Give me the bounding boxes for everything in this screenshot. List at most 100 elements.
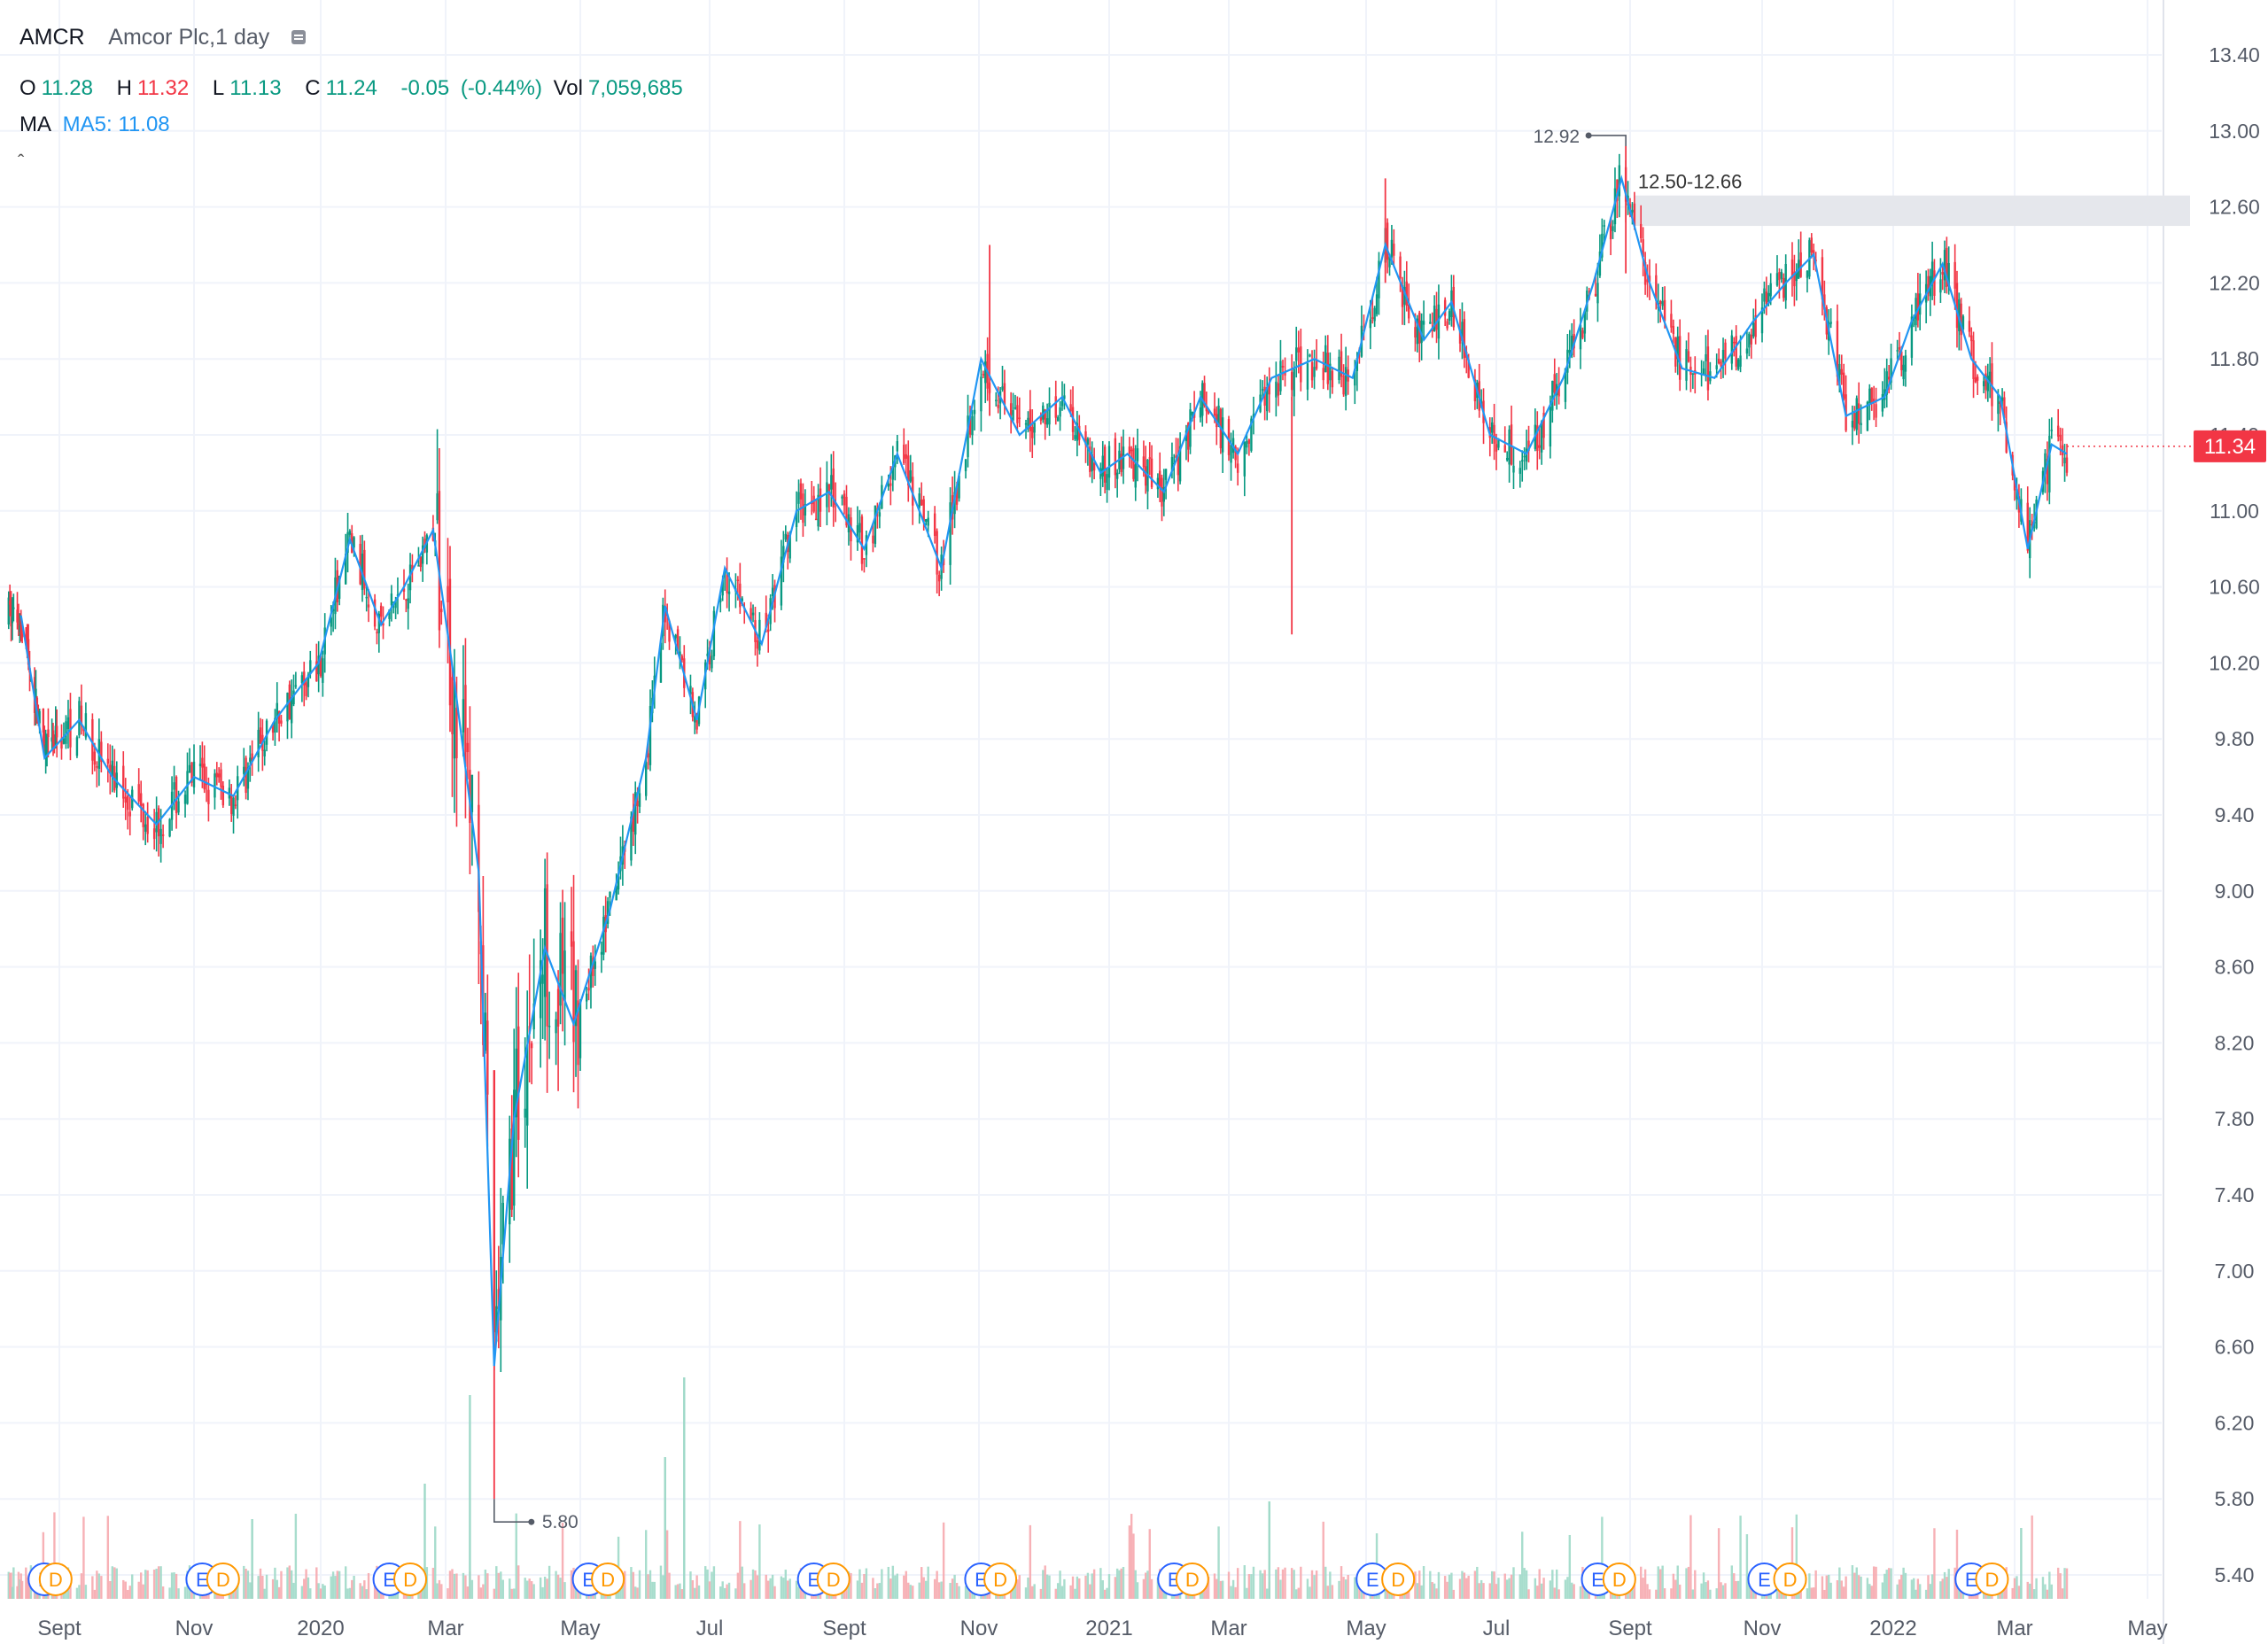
volume-bar (290, 1570, 293, 1599)
dividend-marker[interactable] (38, 1563, 73, 1596)
dividend-marker-label: D (601, 1569, 615, 1591)
volume-bar (1890, 1568, 1892, 1599)
candle-body (2059, 434, 2062, 441)
candle-body (758, 619, 761, 651)
candle-body (858, 523, 861, 533)
volume-bar (1488, 1583, 1491, 1599)
volume-bar (765, 1574, 767, 1599)
candle-body (198, 764, 202, 767)
candle-body (819, 488, 822, 512)
volume-bar (124, 1581, 127, 1599)
volume-bar (891, 1565, 895, 1599)
volume-bar (1230, 1586, 1232, 1599)
dividend-marker[interactable] (591, 1563, 625, 1596)
volume-bar (1810, 1587, 1814, 1599)
candle-body (750, 608, 752, 621)
dividend-marker[interactable] (1175, 1563, 1209, 1596)
volume-bar (1678, 1584, 1682, 1599)
dividend-marker[interactable] (816, 1563, 850, 1596)
candle-body (353, 537, 355, 548)
y-tick-label: 11.00 (2210, 500, 2259, 523)
chevron-up-icon[interactable]: ˆ (18, 151, 25, 173)
candle-body (1014, 407, 1017, 409)
candle-body (1059, 407, 1061, 417)
dividend-marker[interactable] (1773, 1563, 1807, 1596)
volume-bar (1205, 1579, 1208, 1599)
volume-bar (1063, 1578, 1066, 1599)
volume-bar (525, 1580, 529, 1599)
volume-bar (1566, 1577, 1569, 1599)
candle-body (1961, 316, 1965, 330)
candle-body (501, 1202, 504, 1245)
candle-body (1986, 376, 1990, 392)
candle-body (1144, 466, 1147, 486)
candle-body (561, 918, 564, 974)
symbol-name[interactable]: AMCR (19, 25, 85, 50)
dividend-marker[interactable] (1975, 1563, 2009, 1596)
volume-bar (949, 1583, 951, 1599)
candle-body (706, 653, 709, 656)
volume-bar (1930, 1574, 1934, 1599)
candle-body (711, 655, 713, 669)
candle-body (203, 764, 206, 790)
candle-body (1583, 311, 1587, 334)
candle-body (719, 598, 722, 602)
candle-body (1748, 333, 1751, 348)
symbol-title[interactable]: Amcor Plc,1 day (108, 25, 270, 50)
volume-bar (1661, 1565, 1664, 1599)
volume-bar (10, 1572, 12, 1599)
candle-body (245, 757, 247, 794)
candle-body (771, 587, 774, 596)
dividend-marker-label: D (1783, 1569, 1798, 1591)
candle-body (26, 637, 28, 648)
last-price-tag[interactable] (2194, 430, 2266, 462)
candle-body (1293, 368, 1295, 397)
volume-bar (493, 1588, 496, 1599)
ma-legend[interactable]: MA MA5: 11.08 (19, 112, 175, 137)
volume-bar (455, 1573, 458, 1599)
candle-body (741, 598, 743, 601)
candle-body (1084, 430, 1087, 446)
volume-bar (1338, 1580, 1340, 1599)
candle-body (1793, 271, 1796, 287)
candle-body (106, 758, 110, 764)
candle-body (243, 766, 245, 774)
dividend-marker[interactable] (1602, 1563, 1636, 1596)
candle-body (159, 828, 162, 844)
volume-bar (556, 1574, 560, 1599)
volume-bar (495, 1566, 498, 1599)
volume-bar (1828, 1574, 1830, 1599)
x-tick-label: Nov (175, 1617, 214, 1640)
volume-bar (1279, 1579, 1282, 1599)
dividend-marker[interactable] (206, 1563, 240, 1596)
dividend-marker[interactable] (1381, 1563, 1416, 1596)
candle-body (1661, 300, 1664, 306)
candle-body (1378, 260, 1380, 299)
volume-bar (704, 1566, 707, 1599)
volume-bar (736, 1572, 740, 1599)
volume-bar (303, 1578, 306, 1599)
volume-bar (563, 1582, 566, 1599)
settings-icon[interactable] (291, 29, 306, 44)
volume-bar (1643, 1569, 1647, 1599)
candle-body (271, 724, 275, 733)
dividend-marker[interactable] (393, 1563, 428, 1596)
candle-body (1170, 457, 1174, 471)
volume-bar (1672, 1573, 1675, 1599)
earnings-marker-label: E (1965, 1569, 1978, 1591)
candle-body (1191, 411, 1194, 415)
volume-bar (1234, 1586, 1237, 1599)
volume-bar (1924, 1589, 1928, 1599)
candle-body (1315, 360, 1318, 369)
volume-bar (1433, 1583, 1436, 1599)
volume-bar (1518, 1574, 1521, 1599)
volume-bar (2048, 1571, 2051, 1599)
candle-body (577, 1000, 579, 1066)
candle-body (1640, 223, 1643, 238)
candle-body (1159, 470, 1161, 487)
dividend-marker[interactable] (983, 1563, 1018, 1596)
volume-bar (743, 1583, 746, 1599)
candle-body (111, 760, 114, 777)
candle-body (1016, 405, 1019, 423)
